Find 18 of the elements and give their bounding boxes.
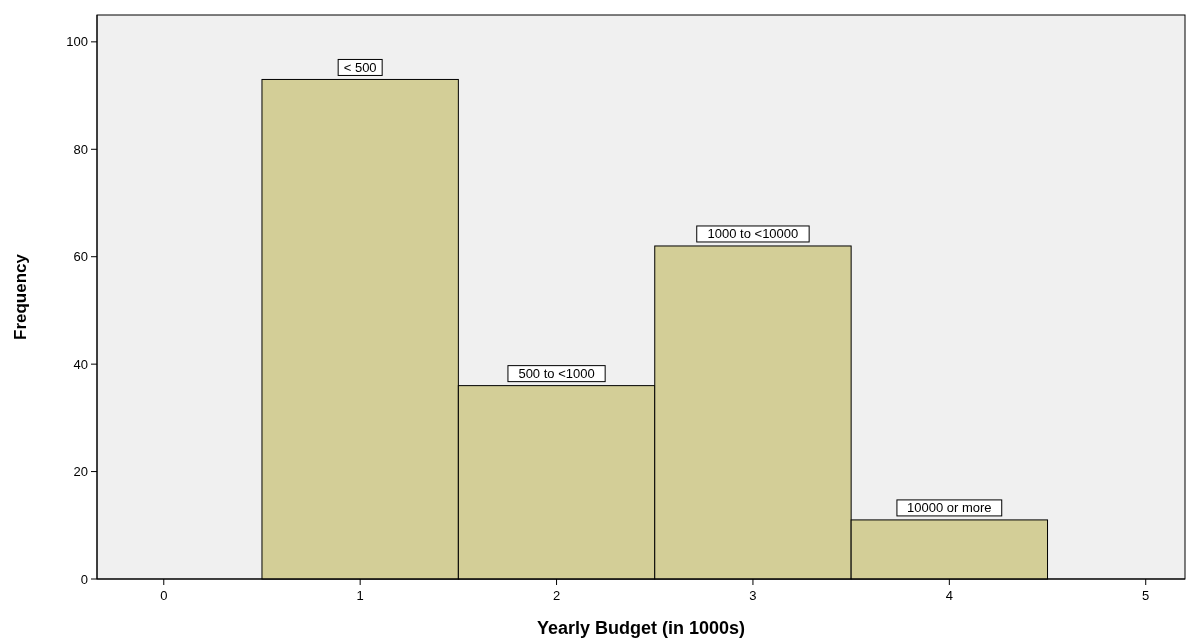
- x-axis-title: Yearly Budget (in 1000s): [536, 618, 746, 638]
- x-tick-label: 4: [945, 588, 953, 603]
- annotation: < 500: [343, 59, 377, 75]
- x-tick-label: 2: [552, 588, 561, 603]
- y-tick-label: 60: [73, 249, 88, 265]
- annotation: 1000 to <10000: [707, 226, 799, 242]
- y-tick-label: 40: [73, 356, 88, 372]
- y-tick-label: 0: [80, 571, 88, 587]
- x-tick-label: 1: [356, 588, 364, 603]
- y-tick-label: 80: [73, 141, 88, 157]
- x-tick-label: 0: [160, 588, 168, 603]
- y-tick-label: 20: [73, 464, 88, 480]
- y-tick-label: 100: [66, 34, 88, 50]
- x-tick-label: 5: [1142, 588, 1150, 603]
- annotation: 10000 or more: [907, 500, 992, 516]
- annotation: 500 to <1000: [518, 366, 595, 382]
- x-tick-label: 3: [749, 588, 757, 603]
- y-axis-title: Frequency: [11, 253, 30, 340]
